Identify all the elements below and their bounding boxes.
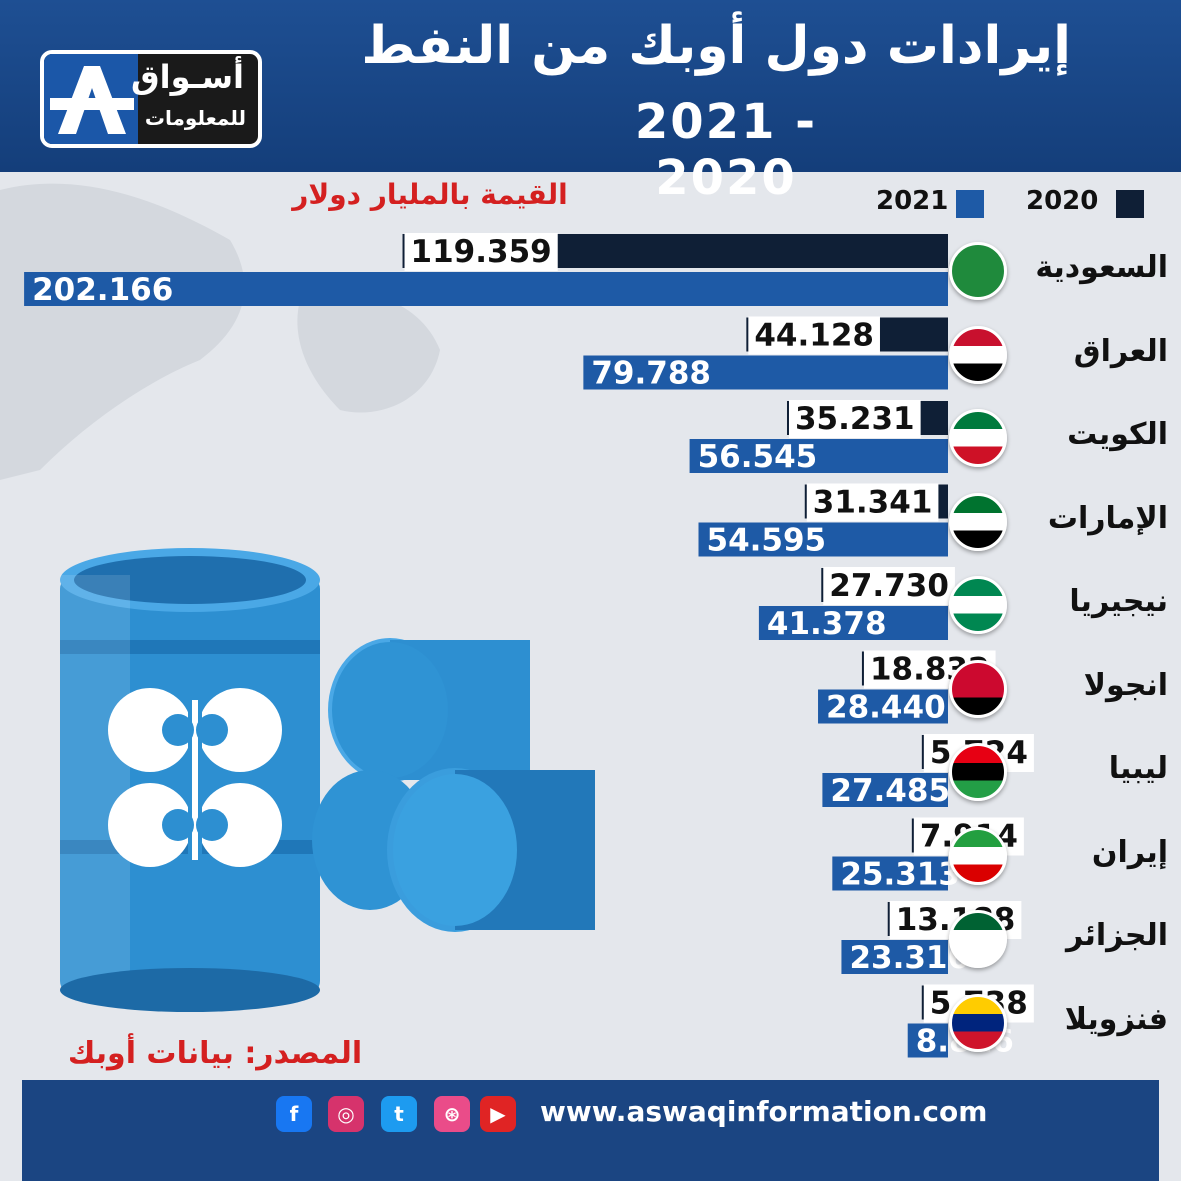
category-label-3: الإمارات [1047, 500, 1168, 536]
data-label-2020-4: 27.730 [829, 568, 949, 604]
data-label-2020-1: 44.128 [754, 318, 874, 354]
category-label-6: ليبيا [1108, 751, 1168, 786]
flag-icon-6 [949, 743, 1007, 801]
category-label-0: السعودية [1035, 250, 1168, 285]
flag-icon-9 [949, 993, 1007, 1052]
data-label-2021-6: 27.485 [830, 773, 950, 809]
bar-2021-4 [758, 606, 948, 640]
logo-text-line2: للمعلومات [144, 106, 246, 130]
data-label-2020-3: 31.341 [813, 485, 933, 521]
flag-icon-3 [949, 492, 1007, 551]
youtube-icon[interactable]: ▶ [480, 1096, 516, 1132]
category-label-5: انجولا [1083, 667, 1168, 703]
flag-icon-2 [949, 409, 1007, 467]
data-label-chip [748, 316, 880, 355]
flag-icon-7 [949, 826, 1007, 885]
dribbble-icon[interactable]: ⊛ [434, 1096, 470, 1132]
data-label-chip [404, 233, 558, 271]
flag-icon-8 [949, 910, 1007, 968]
facebook-icon[interactable]: f [276, 1096, 312, 1132]
flag-icon-4 [949, 576, 1007, 634]
data-label-2020-0: 119.359 [411, 234, 552, 270]
category-label-7: إيران [1091, 834, 1168, 870]
category-label-9: فنزويلا [1064, 1001, 1168, 1037]
data-label-2021-7: 25.313 [840, 857, 960, 893]
legend-swatch-2021 [956, 190, 984, 218]
category-label-8: الجزائر [1065, 918, 1168, 953]
flag-icon-1 [949, 325, 1007, 384]
data-label-2021-2: 56.545 [698, 439, 818, 475]
page-title-years: 2021 - 2020 [634, 94, 818, 206]
data-label-2021-3: 54.595 [707, 523, 827, 559]
page-title: إيرادات دول أوبك من النفط [361, 16, 1071, 76]
bar-2021-8 [841, 940, 948, 974]
data-label-chip [823, 567, 955, 605]
category-label-1: العراق [1073, 333, 1168, 369]
bar-2021-7 [832, 856, 948, 891]
chart-subtitle: القيمة بالمليار دولار [292, 178, 568, 211]
data-label-2021-1: 79.788 [591, 356, 711, 392]
legend-label-2020: 2020 [1026, 186, 1099, 216]
category-label-2: الكويت [1067, 417, 1168, 452]
data-label-2021-0: 202.166 [32, 272, 173, 308]
bar-2021-1 [583, 355, 948, 390]
flag-icon-0 [949, 242, 1007, 300]
bar-2021-5 [818, 689, 948, 724]
brand-logo: أسـواق للمعلومات [40, 50, 262, 148]
data-label-chip [806, 483, 939, 522]
data-label-2020-2: 35.231 [795, 401, 915, 437]
footer-bar [22, 1080, 1159, 1181]
bar-2021-2 [689, 439, 948, 473]
source-note: المصدر: بيانات أوبك [67, 1036, 363, 1071]
data-label-2021-4: 41.378 [767, 606, 887, 642]
category-label-4: نيجيريا [1069, 584, 1168, 619]
website-url[interactable]: www.aswaqinformation.com [540, 1095, 988, 1128]
logo-text-line1: أسـواق [130, 58, 244, 96]
flag-icon-5 [949, 659, 1007, 718]
bar-2021-0 [24, 272, 948, 306]
instagram-icon[interactable]: ◎ [328, 1096, 364, 1132]
bar-2021-9 [907, 1023, 948, 1058]
bar-2021-3 [698, 522, 948, 557]
legend-swatch-2020 [1116, 190, 1144, 218]
data-label-chip [788, 400, 921, 438]
logo-a-mark [44, 54, 138, 144]
legend-label-2021: 2021 [876, 186, 949, 216]
data-label-2021-5: 28.440 [826, 690, 946, 726]
bar-2021-6 [822, 773, 948, 807]
twitter-icon[interactable]: t [381, 1096, 417, 1132]
